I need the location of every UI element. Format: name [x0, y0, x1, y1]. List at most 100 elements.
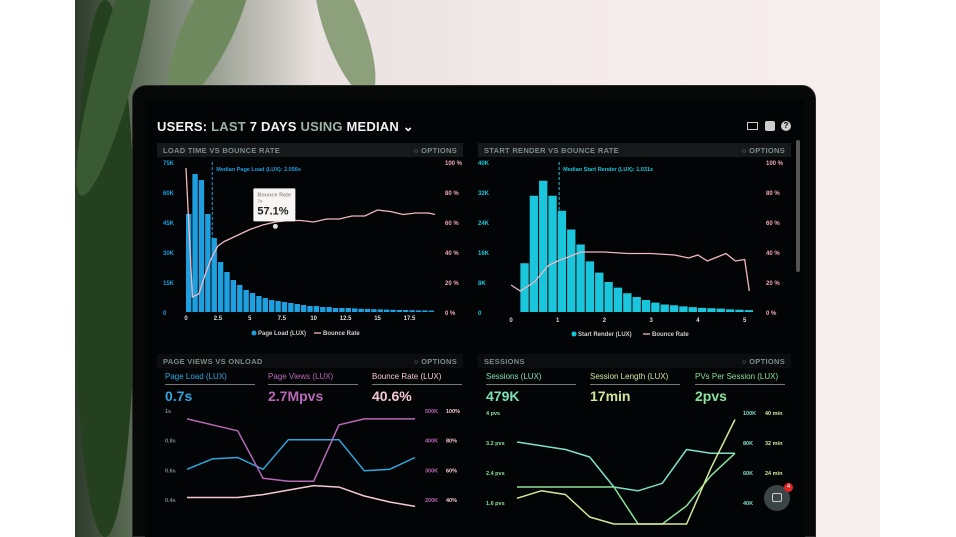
series-line — [186, 418, 415, 482]
help-icon[interactable]: ? — [781, 121, 791, 131]
bar — [632, 297, 641, 312]
options-button[interactable]: ○ OPTIONS — [741, 357, 785, 366]
bar — [383, 309, 390, 312]
bar — [613, 287, 623, 312]
bar — [390, 309, 396, 312]
bar — [576, 244, 585, 312]
y3-tick-label: 40% — [446, 498, 457, 504]
x-tick-label: 2.5 — [214, 316, 223, 322]
share-icon[interactable] — [765, 121, 775, 131]
bar — [409, 310, 415, 312]
bar — [725, 309, 735, 312]
y2-tick-label: 40K — [743, 501, 753, 507]
y-tick-label: 3.2 pvs — [486, 441, 505, 447]
bar — [557, 210, 567, 312]
x-tick-label: 3 — [650, 318, 654, 324]
monitor-icon[interactable] — [747, 122, 758, 130]
y-tick-label: 75K — [163, 161, 175, 167]
bar — [660, 304, 669, 312]
tooltip — [253, 188, 296, 222]
title-last: LAST — [211, 119, 246, 134]
bar — [269, 300, 275, 312]
y-tick-label: 24K — [478, 221, 490, 227]
y-tick-label: 0 — [163, 311, 167, 317]
kpi-value: 479K — [486, 388, 520, 404]
y-tick-label: 60K — [163, 191, 175, 197]
kpi-label: Sessions (LUX) — [486, 372, 576, 385]
bar — [529, 195, 539, 312]
panel-title: PAGE VIEWS VS ONLOAD — [163, 357, 263, 366]
y-tick-label: 0 — [478, 311, 482, 317]
kpi-label: Bounce Rate (LUX) — [372, 372, 462, 385]
median-label: Median Page Load (LUX): 2.056s — [216, 167, 301, 173]
y2-tick-label: 20 % — [445, 281, 459, 287]
x-tick-label: 1 — [556, 318, 560, 324]
legend-label: Bounce Rate — [323, 331, 360, 337]
panel-title: SESSIONS — [484, 357, 525, 366]
y2-tick-label: 80 % — [445, 191, 459, 197]
bar — [679, 306, 688, 312]
y-tick-label: 16K — [478, 251, 490, 257]
bar — [403, 310, 409, 312]
kpi-value: 2.7Mpvs — [268, 388, 324, 404]
bar — [249, 293, 256, 312]
bar — [428, 310, 434, 312]
bar — [237, 285, 243, 312]
y-tick-label: 0.4s — [165, 498, 176, 504]
y2-tick-label: 60 % — [766, 221, 780, 227]
legend-marker — [571, 331, 577, 337]
series-line — [516, 419, 736, 525]
panel-header: SESSIONS ○ OPTIONS — [478, 354, 791, 368]
options-button[interactable]: ○ OPTIONS — [413, 146, 457, 155]
bar — [339, 308, 345, 312]
y2-tick-label: 200K — [425, 498, 438, 504]
y-tick-label: 30K — [163, 251, 175, 257]
bar — [186, 214, 192, 312]
y2-tick-label: 80K — [743, 441, 753, 447]
options-label: OPTIONS — [749, 357, 785, 366]
title-using: USING — [300, 119, 343, 134]
bar — [716, 308, 725, 312]
chevron-down-icon[interactable]: ⌄ — [402, 119, 414, 134]
bar — [364, 309, 371, 312]
y3-tick-label: 32 min — [765, 441, 783, 447]
bar — [669, 305, 679, 312]
y-tick-label: 45K — [163, 221, 175, 227]
kpi-value: 0.7s — [165, 388, 193, 404]
bar — [256, 296, 262, 312]
bar — [281, 302, 288, 312]
y2-tick-label: 20 % — [766, 281, 780, 287]
y2-tick-label: 40 % — [445, 251, 459, 257]
bar — [707, 308, 716, 312]
bar — [585, 261, 595, 312]
bar — [313, 306, 320, 312]
bar — [192, 174, 198, 312]
series-line — [517, 452, 736, 525]
panel-header: START RENDER VS BOUNCE RATE ○ OPTIONS — [478, 143, 791, 157]
bar — [415, 310, 422, 312]
bar — [735, 309, 744, 312]
bar — [595, 272, 604, 312]
legend-marker — [251, 330, 257, 336]
y2-tick-label: 500K — [425, 409, 438, 415]
options-button[interactable]: ○ OPTIONS — [413, 357, 457, 366]
options-button[interactable]: ○ OPTIONS — [741, 146, 785, 155]
bar — [604, 282, 613, 312]
y3-tick-label: 60% — [446, 468, 457, 474]
bar — [198, 180, 205, 312]
kpi-label: Session Length (LUX) — [590, 372, 680, 385]
bar — [697, 307, 707, 312]
bar — [300, 305, 307, 312]
title-prefix: USERS: — [157, 119, 208, 134]
notification-badge: 4 — [784, 483, 793, 492]
x-tick-label: 17.5 — [404, 316, 416, 322]
y-tick-label: 1.6 pvs — [486, 501, 505, 507]
page-title[interactable]: USERS: LAST 7 DAYS USING MEDIAN ⌄ — [157, 119, 414, 135]
bar — [211, 238, 217, 312]
scrollbar[interactable] — [796, 140, 800, 272]
bar — [320, 307, 326, 312]
y2-tick-label: 60 % — [445, 221, 459, 227]
y3-tick-label: 24 min — [765, 471, 783, 477]
x-tick-label: 10 — [310, 316, 317, 322]
bar — [396, 310, 403, 312]
